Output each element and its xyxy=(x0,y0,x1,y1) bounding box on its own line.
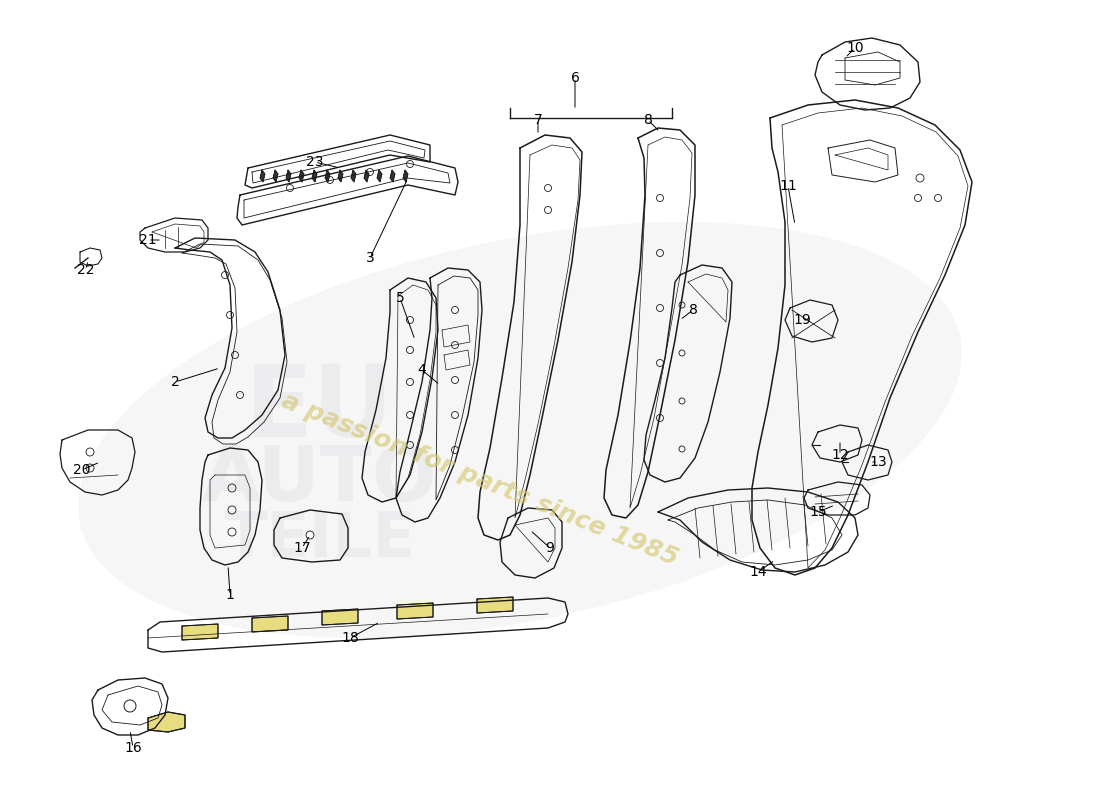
Text: 8: 8 xyxy=(644,113,652,127)
Text: 22: 22 xyxy=(77,263,95,277)
Polygon shape xyxy=(390,170,395,182)
Text: EU: EU xyxy=(245,362,395,458)
Polygon shape xyxy=(148,712,185,732)
Polygon shape xyxy=(364,170,368,182)
Ellipse shape xyxy=(78,222,961,638)
Polygon shape xyxy=(477,597,513,613)
Text: 3: 3 xyxy=(365,251,374,265)
Polygon shape xyxy=(260,170,265,182)
Text: 23: 23 xyxy=(306,155,323,169)
Text: 16: 16 xyxy=(124,741,142,755)
Text: 4: 4 xyxy=(418,363,427,377)
Polygon shape xyxy=(182,624,218,640)
Polygon shape xyxy=(312,170,317,182)
Text: 11: 11 xyxy=(779,179,796,193)
Polygon shape xyxy=(377,170,382,182)
Text: TEILE: TEILE xyxy=(224,510,416,570)
Text: 9: 9 xyxy=(546,541,554,555)
Text: 2: 2 xyxy=(170,375,179,389)
Text: 19: 19 xyxy=(793,313,811,327)
Text: 10: 10 xyxy=(846,41,864,55)
Text: 6: 6 xyxy=(571,71,580,85)
Text: 20: 20 xyxy=(74,463,90,477)
Text: 1: 1 xyxy=(226,588,234,602)
Text: 12: 12 xyxy=(832,448,849,462)
Text: 7: 7 xyxy=(534,113,542,127)
Text: 21: 21 xyxy=(140,233,157,247)
Text: 5: 5 xyxy=(396,291,405,305)
Text: 18: 18 xyxy=(341,631,359,645)
Text: 13: 13 xyxy=(869,455,887,469)
Polygon shape xyxy=(324,170,330,182)
Polygon shape xyxy=(273,170,278,182)
Text: 8: 8 xyxy=(689,303,697,317)
Polygon shape xyxy=(397,603,433,619)
Text: a passion for parts since 1985: a passion for parts since 1985 xyxy=(278,389,682,571)
Polygon shape xyxy=(403,170,408,182)
Text: 15: 15 xyxy=(810,505,827,519)
Polygon shape xyxy=(351,170,356,182)
Polygon shape xyxy=(322,609,358,625)
Polygon shape xyxy=(338,170,343,182)
Text: 14: 14 xyxy=(749,565,767,579)
Polygon shape xyxy=(299,170,304,182)
Text: AUTO: AUTO xyxy=(202,443,438,517)
Text: 17: 17 xyxy=(294,541,311,555)
Polygon shape xyxy=(252,616,288,632)
Polygon shape xyxy=(286,170,292,182)
